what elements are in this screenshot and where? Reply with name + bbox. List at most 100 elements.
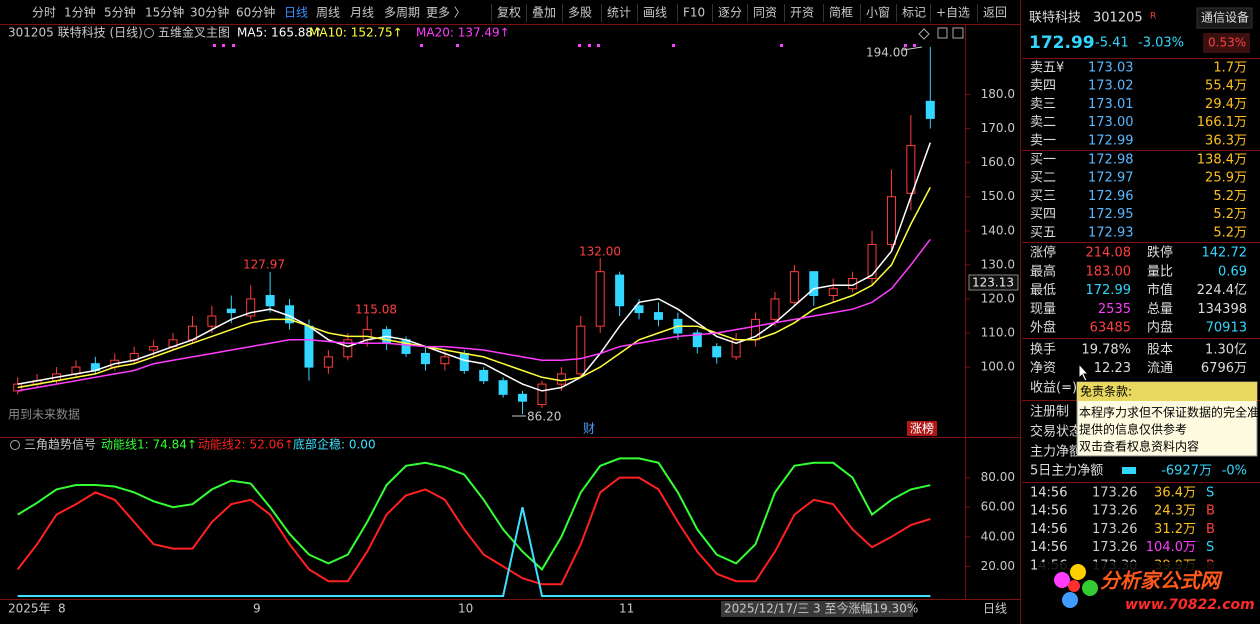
icon[interactable]: [918, 28, 930, 40]
x-label: 2025年: [8, 602, 51, 616]
popup-line: 本程序力求但不保证数据的完全准: [1079, 405, 1259, 420]
toolbar-item[interactable]: 小窗: [866, 6, 890, 20]
annotation: 132.00: [579, 245, 621, 259]
stat-value: 2535: [1098, 302, 1131, 317]
indicator-name[interactable]: 五维金叉主图: [158, 25, 230, 40]
toolbar-item[interactable]: 统计: [607, 6, 631, 20]
legend-line1: 动能线1: 74.84↑: [101, 438, 197, 452]
trade-price: 173.26: [1092, 504, 1138, 519]
toolbar-item[interactable]: 更多 〉: [426, 6, 466, 20]
legend-line3: 底部企稳: 0.00: [293, 437, 376, 452]
toolbar-item[interactable]: 60分钟: [236, 5, 275, 20]
candle-body: [653, 312, 663, 320]
book-label: 卖一: [1030, 133, 1056, 148]
book-price: 173.01: [1088, 97, 1134, 112]
candle-body: [440, 356, 450, 365]
icon[interactable]: [952, 27, 964, 39]
stat-label: 净资: [1030, 361, 1056, 376]
trade-side: S: [1206, 540, 1214, 555]
popup-header: [1077, 382, 1257, 401]
toolbar-item[interactable]: 日线: [284, 6, 308, 20]
y-tick-label: 130.0: [981, 257, 1015, 271]
toolbar-item[interactable]: 标记: [902, 6, 926, 20]
candle-body: [362, 329, 372, 341]
content: 分时 1分钟 5分钟 15分钟 30分钟 60分钟 日线 周线 月线 多周期 更多 〉 复权 叠加 多股 统…: [13, 4, 1248, 597]
stat-value: 183.00: [1086, 264, 1132, 279]
book-volume: 5.2万: [1213, 225, 1247, 240]
indicator-line: [17, 457, 931, 571]
extra-label[interactable]: 主力净额: [1030, 445, 1082, 460]
stat-label: 换手: [1030, 343, 1056, 358]
marker[interactable]: 涨榜: [910, 421, 934, 436]
popup-title: 免责条款:: [1080, 384, 1132, 399]
toolbar-item[interactable]: 1分钟: [64, 5, 96, 20]
candle-body: [459, 352, 469, 371]
trade-volume: 36.4万: [1154, 486, 1196, 501]
stat-value: 1.30亿: [1205, 343, 1247, 358]
indicator-title[interactable]: 三角趋势信号: [24, 438, 96, 452]
toolbar-item[interactable]: 开资: [790, 6, 814, 20]
trade-time: 14:56: [1030, 504, 1067, 519]
marker[interactable]: 财: [583, 422, 595, 436]
candle-body: [828, 288, 838, 297]
toolbar-item[interactable]: 多股: [568, 6, 592, 20]
toolbar-item[interactable]: 分时: [32, 6, 56, 20]
extra-label[interactable]: 交易状态: [1030, 424, 1082, 440]
y-tick-label: 60.00: [981, 500, 1015, 514]
popup-line: 双击查看权息资料内容: [1079, 439, 1199, 454]
toolbar-item[interactable]: 30分钟: [190, 5, 229, 20]
cursor-box: [968, 274, 1019, 291]
legend-ma5: MA5: 165.88↑: [237, 26, 323, 40]
ma-line: [17, 187, 931, 389]
toolbar-item[interactable]: 同资: [753, 6, 777, 20]
industry[interactable]: 通信设备: [1201, 11, 1249, 25]
ratio: 0.53%: [1208, 36, 1246, 50]
toolbar-item[interactable]: 复权: [497, 6, 521, 20]
toolbar-item[interactable]: 多周期: [384, 6, 420, 20]
icon[interactable]: [937, 27, 948, 39]
stat-value: 142.72: [1202, 246, 1248, 261]
candle-body: [595, 271, 605, 327]
ma-line: [17, 238, 931, 392]
candle-body: [556, 373, 566, 385]
stock-name: 联特科技: [1029, 11, 1081, 26]
candle-body: [789, 271, 799, 303]
stat-value: 0.69: [1218, 264, 1247, 279]
toolbar-item[interactable]: 返回: [983, 6, 1007, 20]
note: 用到未来数据: [8, 407, 80, 422]
net5-pct: -0%: [1222, 464, 1247, 479]
toolbar-item[interactable]: 逐分: [718, 6, 742, 20]
stat-value: 172.99: [1086, 283, 1132, 298]
trade-side: B: [1206, 504, 1215, 519]
extra-label[interactable]: 注册制: [1030, 405, 1069, 420]
toolbar-item[interactable]: 叠加: [532, 6, 556, 20]
toolbar-item[interactable]: 15分钟: [145, 5, 184, 20]
trade-volume: 24.3万: [1154, 504, 1196, 519]
toolbar-item[interactable]: F10: [683, 6, 705, 20]
period[interactable]: 日线: [983, 602, 1007, 616]
logo: 分析家公式网 www.70822.com: [1038, 562, 1260, 624]
book-label: 卖五¥: [1030, 61, 1064, 76]
ma-line: [17, 142, 932, 392]
toolbar-item[interactable]: 简框: [829, 6, 853, 20]
stat-value: 63485: [1090, 321, 1131, 336]
toolbar-item[interactable]: 5分钟: [104, 5, 136, 20]
stat-value: 6796万: [1201, 361, 1247, 376]
disclaimer-popup[interactable]: 免责条款: 本程序力求但不保证数据的完全准 提供的信息仅供参考 双击查看权息资料…: [1076, 381, 1259, 457]
price: 172.99: [1029, 33, 1095, 53]
y-tick-label: 160.0: [981, 155, 1015, 169]
toolbar-item[interactable]: 周线: [316, 6, 340, 20]
toolbar-item[interactable]: 月线: [350, 6, 374, 20]
toolbar-item[interactable]: +自选: [936, 6, 970, 20]
popup-line: 提供的信息仅供参考: [1079, 422, 1187, 437]
book-price: 172.93: [1088, 225, 1134, 240]
extra-label[interactable]: 收益(=): [1030, 381, 1077, 396]
book-label: 买三: [1030, 189, 1056, 204]
toolbar-item[interactable]: 画线: [643, 6, 667, 20]
logo-url: www.70822.com: [1125, 597, 1255, 613]
x-label: 11: [619, 602, 634, 616]
candle-body: [770, 298, 780, 320]
